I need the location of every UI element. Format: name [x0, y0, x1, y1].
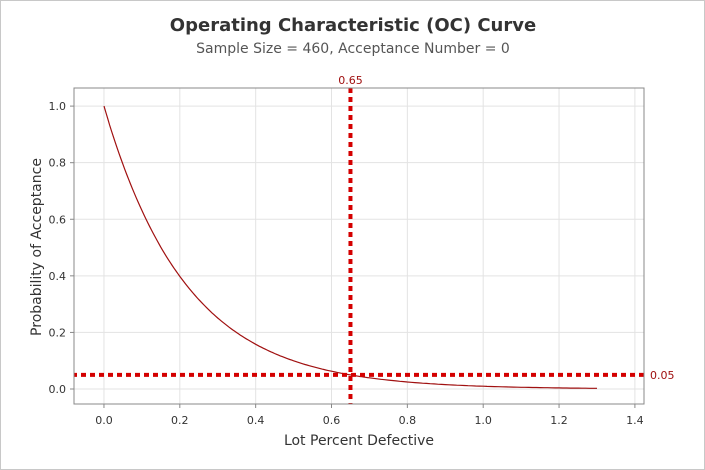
horizontal-reference-label: 0.05: [650, 369, 675, 382]
chart-subtitle: Sample Size = 460, Acceptance Number = 0: [196, 41, 510, 57]
x-tick-label: 0.8: [399, 414, 417, 427]
vertical-reference-label: 0.65: [338, 74, 363, 87]
x-tick-label: 1.4: [626, 414, 644, 427]
x-axis-label: Lot Percent Defective: [284, 433, 434, 449]
oc-curve-line: [103, 105, 597, 389]
y-tick-label: 0.2: [49, 326, 67, 339]
y-tick-label: 0.4: [49, 270, 67, 283]
x-tick-label: 0.6: [323, 414, 341, 427]
plot-marks: [74, 88, 644, 404]
y-tick-label: 1.0: [49, 100, 67, 113]
x-tick-label: 1.0: [474, 414, 492, 427]
axis-ticks: 0.0 0.2 0.4 0.6 0.8 1.0 1.2 1.4 0.0 0.2 0.4 0.6 0.8 1…: [49, 100, 644, 427]
gridlines: [74, 88, 644, 404]
y-axis-label: Probability of Acceptance: [29, 158, 45, 336]
y-tick-label: 0.0: [49, 383, 67, 396]
chart-title: Operating Characteristic (OC) Curve: [170, 15, 536, 36]
y-tick-label: 0.6: [49, 213, 67, 226]
x-tick-label: 0.0: [95, 414, 113, 427]
plot-frame: [73, 87, 645, 405]
x-tick-label: 0.4: [247, 414, 265, 427]
x-tick-label: 1.2: [550, 414, 568, 427]
y-tick-label: 0.8: [49, 157, 67, 170]
x-tick-label: 0.2: [171, 414, 189, 427]
